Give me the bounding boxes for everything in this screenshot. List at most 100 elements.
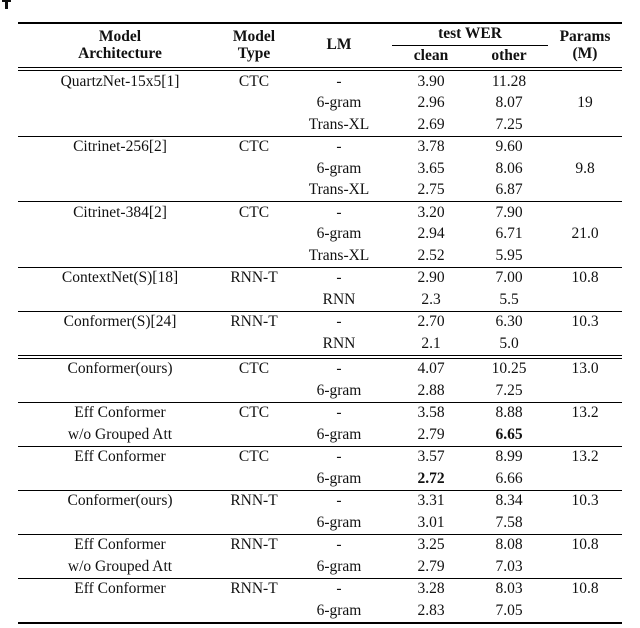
cell-other: 6.66 [495,469,523,487]
cell-lm: - [336,313,342,331]
table-row: ContextNet(S)[18] RNN-T - 2.90 7.00 10.8 [18,267,622,289]
cell-clean: 3.20 [417,203,445,221]
cell-clean: 2.94 [417,225,445,243]
cell-lm: 6-gram [316,425,362,443]
cell-type [222,114,286,136]
cell-type [222,224,286,246]
table-section: Citrinet-384[2] CTC - 3.20 7.90 6-gram 2.94 6.7… [18,201,622,268]
cell-other: 5.95 [495,246,523,264]
table-section: Eff Conformer CTC -3.57 8.99 13.2 6-gram 2.72 6… [18,446,622,490]
cell-params [548,468,622,490]
cell-params [548,202,622,224]
table-section: Citrinet-256[2] CTC - 3.78 9.60 6-gram 3.65 8.0… [18,136,622,202]
cell-clean: 3.57 [417,448,445,466]
cell-other: 6.71 [495,225,523,243]
cell-arch [18,512,222,534]
cell-other: 8.99 [495,448,523,466]
cell-type: CTC [238,448,270,466]
col-header-model-architecture-line1: Model [98,28,142,46]
table-row: Citrinet-256[2] CTC - 3.78 9.60 [18,136,622,158]
cell-params [548,380,622,402]
table-row: Conformer(S)[24] RNN-T - 2.70 6.30 10.3 [18,311,622,333]
cell-arch: Citrinet-256[2] [73,138,167,156]
cell-lm: - [336,492,342,510]
col-header-model-type-line2: Type [237,44,271,62]
col-header-model-type: Model Type [222,23,286,69]
cell-lm: 6-gram [316,381,362,399]
table-row: RNN 2.3 5.5 [18,289,622,311]
cell-arch: Eff Conformer [74,404,166,422]
cell-clean: 2.69 [417,115,445,133]
table-row: Trans-XL 2.52 5.95 [18,245,622,267]
cell-other: 7.25 [495,115,523,133]
cell-type: RNN-T [230,536,278,554]
cell-params [548,245,622,267]
cell-arch: Conformer(ours) [67,492,173,510]
table-row: Eff Conformer RNN-T - 3.28 8.03 10.8 [18,578,622,600]
cell-lm: 6-gram [316,513,362,531]
cropped-caption-mark [2,0,12,10]
header-row-2: clean other [18,46,622,70]
cell-params: 13.2 [571,448,599,466]
cell-type: RNN-T [230,313,278,331]
cell-clean: 4.07 [417,360,445,378]
cell-clean: 3.78 [417,138,445,156]
cell-clean: 2.96 [417,94,445,112]
table-section: ContextNet(S)[18] RNN-T - 2.90 7.00 10.8 RNN 2.… [18,267,622,311]
cell-type: RNN-T [230,269,278,287]
cell-type [222,468,286,490]
cell-clean: 3.90 [417,72,445,90]
cell-arch [18,114,222,136]
table-row: RNN 2.1 5.0 [18,333,622,357]
cell-other: 7.58 [495,513,523,531]
cell-clean: 3.28 [417,580,445,598]
cell-clean: 2.3 [421,290,441,308]
table-row: Eff Conformer RNN-T - 3.25 8.08 10.8 [18,534,622,556]
cell-type [222,245,286,267]
cell-clean: 2.52 [417,246,445,264]
col-header-lm: LM [326,36,352,54]
col-header-clean: clean [413,47,449,65]
cell-other: 7.00 [495,269,523,287]
cell-lm: RNN [322,290,356,308]
cell-params [548,180,622,202]
header-row-1: Model Architecture Model Type LM test WE… [18,23,622,61]
cell-type: CTC [238,203,270,221]
cell-params [548,600,622,623]
cell-arch: Conformer(ours) [67,360,173,378]
cell-arch: ContextNet(S)[18] [61,269,179,287]
cell-arch: w/o Grouped Att [67,425,173,443]
cell-type: RNN-T [230,580,278,598]
col-header-model-architecture-line2: Architecture [78,44,162,62]
cell-other: 11.28 [491,72,527,90]
cell-type [222,512,286,534]
cell-params [548,136,622,158]
cell-clean: 2.1 [421,334,441,352]
cell-other: 8.08 [495,536,523,554]
cell-arch: Eff Conformer [74,580,166,598]
cell-other: 6.87 [495,181,523,199]
cell-type [222,289,286,311]
cell-lm: Trans-XL [308,115,370,133]
cell-lm: RNN [322,334,356,352]
cropped-caption-mark-stem [5,0,8,9]
cell-other: 8.06 [495,159,523,177]
cell-params: 13.0 [571,360,599,378]
cell-clean: 3.01 [417,513,445,531]
cell-type [222,158,286,180]
cell-params: 10.8 [571,580,599,598]
cell-type [222,556,286,578]
col-header-params-line1: Params [559,28,611,46]
cell-clean: 2.75 [417,181,445,199]
cell-arch [18,468,222,490]
cell-lm: - [336,448,342,466]
cell-params [548,512,622,534]
table-row: Citrinet-384[2] CTC - 3.20 7.90 [18,202,622,224]
cell-arch: QuartzNet-15x5[1] [60,72,180,90]
cell-clean: 2.88 [417,381,445,399]
cell-lm: 6-gram [316,601,362,619]
cell-lm: 6-gram [316,94,362,112]
table-row: Eff Conformer CTC - 3.57 8.99 13.2 [18,446,622,468]
table-row: Eff Conformer CTC - 3.58 8.88 13.2 [18,402,622,424]
cell-lm: - [336,138,342,156]
